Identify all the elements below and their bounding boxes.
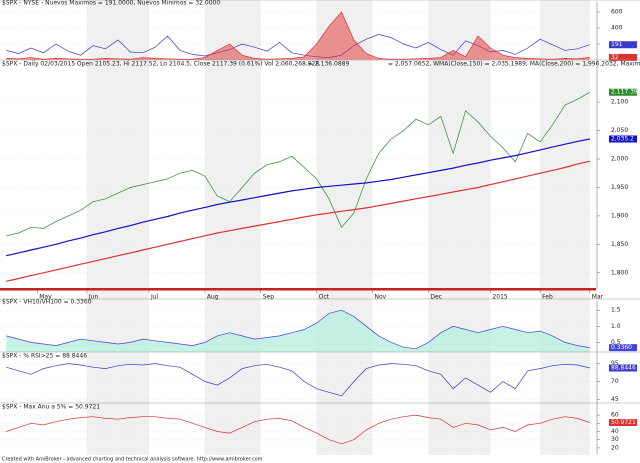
series-line <box>6 363 590 397</box>
y-tick-label: 2,000 <box>611 156 628 163</box>
series-line <box>6 138 590 257</box>
y-tick-label: 40 <box>611 428 619 435</box>
y-tick-label: 600 <box>611 9 623 16</box>
series-line <box>6 414 590 445</box>
y-tick-label: 1,950 <box>611 184 628 191</box>
last-value-label: 2,035.2 <box>611 135 634 142</box>
month-label: May <box>39 294 52 301</box>
y-tick-label: 60 <box>611 412 619 419</box>
time-strip <box>0 288 596 291</box>
y-tick-label: 2,100 <box>611 99 628 106</box>
last-value-label: 50.9721 <box>611 419 636 426</box>
y-tick-label: 20 <box>611 444 619 451</box>
panel-title: $SPX - Daily 02/03/2015 Open 2105.23, Hi… <box>2 61 319 68</box>
series-line <box>6 11 590 60</box>
month-label: Mar <box>592 294 604 301</box>
last-value-box <box>609 419 637 427</box>
y-tick-label: 95 <box>611 360 619 367</box>
month-band <box>86 0 149 455</box>
y-tick-label: 2,050 <box>611 127 628 134</box>
last-value-box <box>609 344 637 352</box>
month-band <box>204 0 261 455</box>
y-tick-label: 1,850 <box>611 241 628 248</box>
y-tick-label: 45 <box>611 396 619 403</box>
last-value-label: 0.3360 <box>611 344 632 351</box>
panel-title: $SPX - % RSI>25 = 88.8446 <box>2 353 87 360</box>
y-tick-label: 400 <box>611 25 623 32</box>
y-tick-label: 0.5 <box>611 339 621 346</box>
y-tick-label: 1,900 <box>611 212 628 219</box>
last-value-box <box>609 88 637 96</box>
month-label: 2015 <box>492 294 507 301</box>
annotation: = 2,057.0652, WMA(Close,150) = 2,035.198… <box>388 61 640 68</box>
y-tick-label: 1.5 <box>611 307 621 314</box>
month-band <box>316 0 373 455</box>
last-value-label: 88.8446 <box>611 364 636 371</box>
last-value-label: 191 <box>611 41 623 48</box>
month-label: Sep <box>263 294 275 301</box>
y-tick-label: 1,800 <box>611 269 628 276</box>
series-line <box>6 91 590 237</box>
last-value-box <box>609 41 637 49</box>
y-tick-label: 1.0 <box>611 323 621 330</box>
month-band <box>428 0 491 455</box>
y-tick-label: 30 <box>611 436 619 443</box>
last-value-label: 2,117.39 <box>611 89 638 96</box>
y-tick-label: 70 <box>611 378 619 385</box>
month-label: Aug <box>207 294 219 301</box>
panel-title: $SPX - NYSE - Nuevos Maximos = 191.0000,… <box>2 0 220 7</box>
last-value-box <box>609 53 637 61</box>
last-value-box <box>609 364 637 372</box>
annotation: = 2,136.0889 <box>308 61 349 68</box>
series-line <box>6 309 590 350</box>
last-value-box <box>609 135 637 143</box>
month-label: Jun <box>88 294 99 301</box>
panel-title: $SPX - Max Anu a 5% = 50.9721 <box>2 404 100 411</box>
month-label: Oct <box>319 294 330 301</box>
month-label: Dec <box>430 294 442 301</box>
month-band <box>540 0 590 455</box>
footer: Created with AmiBroker - advanced charti… <box>2 457 263 463</box>
month-label: Feb <box>542 294 553 301</box>
panel-title: $SPX - VH10/VH100 = 0.3360 <box>2 299 92 306</box>
month-label: Jul <box>150 294 159 301</box>
month-label: Nov <box>375 294 387 301</box>
last-value-label: 32 <box>611 54 619 61</box>
series-line <box>6 160 590 282</box>
